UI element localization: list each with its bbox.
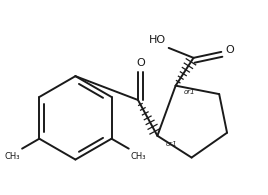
Text: HO: HO: [148, 35, 166, 45]
Text: CH₃: CH₃: [131, 152, 146, 161]
Text: or1: or1: [184, 89, 195, 95]
Text: CH₃: CH₃: [5, 152, 20, 161]
Text: O: O: [137, 58, 145, 68]
Text: O: O: [225, 45, 234, 55]
Text: or1: or1: [165, 141, 177, 147]
